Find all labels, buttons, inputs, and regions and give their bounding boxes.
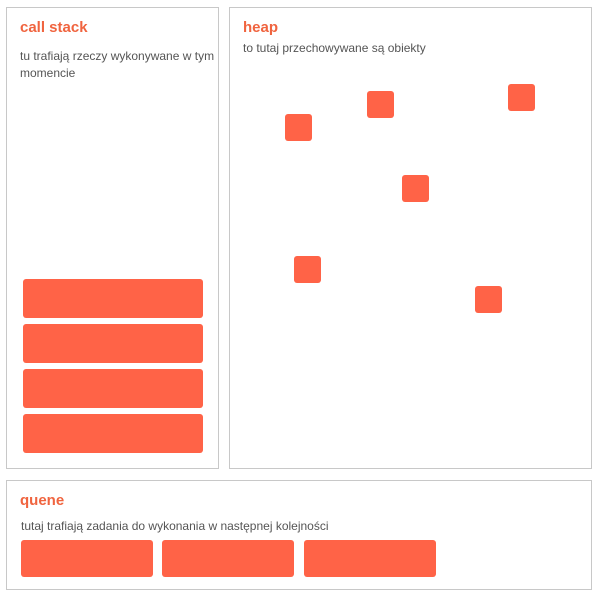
heap-object: [294, 256, 321, 283]
heap-panel: heap to tutaj przechowywane są obiekty: [229, 7, 592, 469]
queue-title: quene: [20, 492, 65, 509]
stack-frame: [23, 279, 203, 318]
queue-task: [21, 540, 153, 577]
stack-frame: [23, 324, 203, 363]
call-stack-description: tu trafiają rzeczy wykonywane w tym mome…: [20, 49, 215, 80]
heap-object: [508, 84, 535, 111]
heap-description: to tutaj przechowywane są obiekty: [243, 41, 426, 55]
call-stack-panel: call stack tu trafiają rzeczy wykonywane…: [6, 7, 219, 469]
heap-title: heap: [243, 19, 279, 36]
heap-object: [475, 286, 502, 313]
stack-frame: [23, 369, 203, 408]
stack-frame: [23, 414, 203, 453]
queue-description: tutaj trafiają zadania do wykonania w na…: [21, 519, 329, 533]
heap-object: [285, 114, 312, 141]
queue-task: [304, 540, 436, 577]
queue-panel: quene tutaj trafiają zadania do wykonani…: [6, 480, 592, 590]
call-stack-title: call stack: [20, 19, 88, 36]
queue-task: [162, 540, 294, 577]
heap-object: [402, 175, 429, 202]
heap-object: [367, 91, 394, 118]
